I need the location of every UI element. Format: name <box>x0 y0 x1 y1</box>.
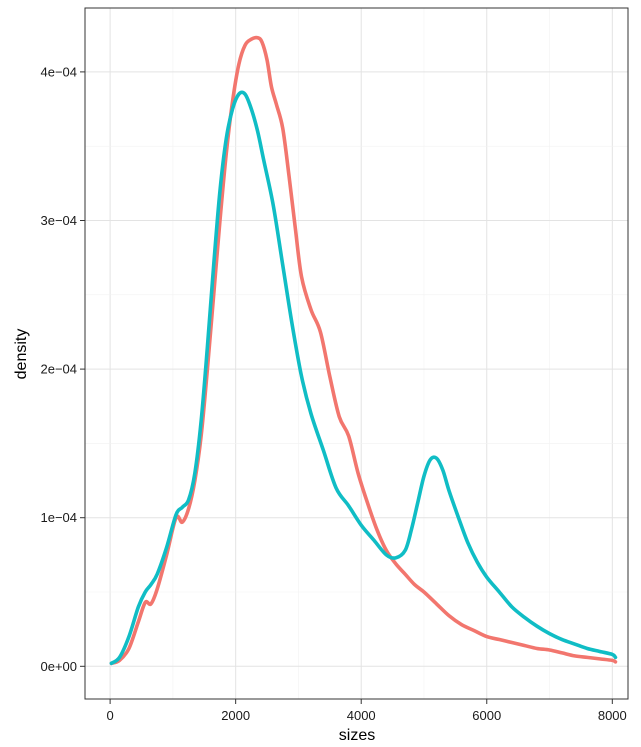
plot-border <box>84 7 629 700</box>
density-line-1 <box>109 35 618 666</box>
y-axis: 0e+00 1e−04 2e−04 3e−04 4e−04 <box>40 64 85 674</box>
y-tick-label: 0e+00 <box>40 659 77 674</box>
x-axis: 0 2000 4000 6000 8000 <box>106 699 627 723</box>
x-tick-label: 2000 <box>221 708 250 723</box>
y-tick-label: 1e−04 <box>40 510 77 525</box>
plot-background <box>85 8 628 699</box>
x-tick-label: 4000 <box>347 708 376 723</box>
x-tick-label: 6000 <box>472 708 501 723</box>
x-tick-label: 0 <box>106 708 113 723</box>
y-tick-label: 3e−04 <box>40 213 77 228</box>
x-tick-label: 8000 <box>598 708 627 723</box>
x-axis-title: sizes <box>339 727 375 744</box>
y-axis-title: density <box>13 329 30 380</box>
density-line-2 <box>109 90 618 666</box>
y-tick-label: 2e−04 <box>40 362 77 377</box>
series-layer <box>109 35 618 666</box>
y-tick-label: 4e−04 <box>40 64 77 79</box>
